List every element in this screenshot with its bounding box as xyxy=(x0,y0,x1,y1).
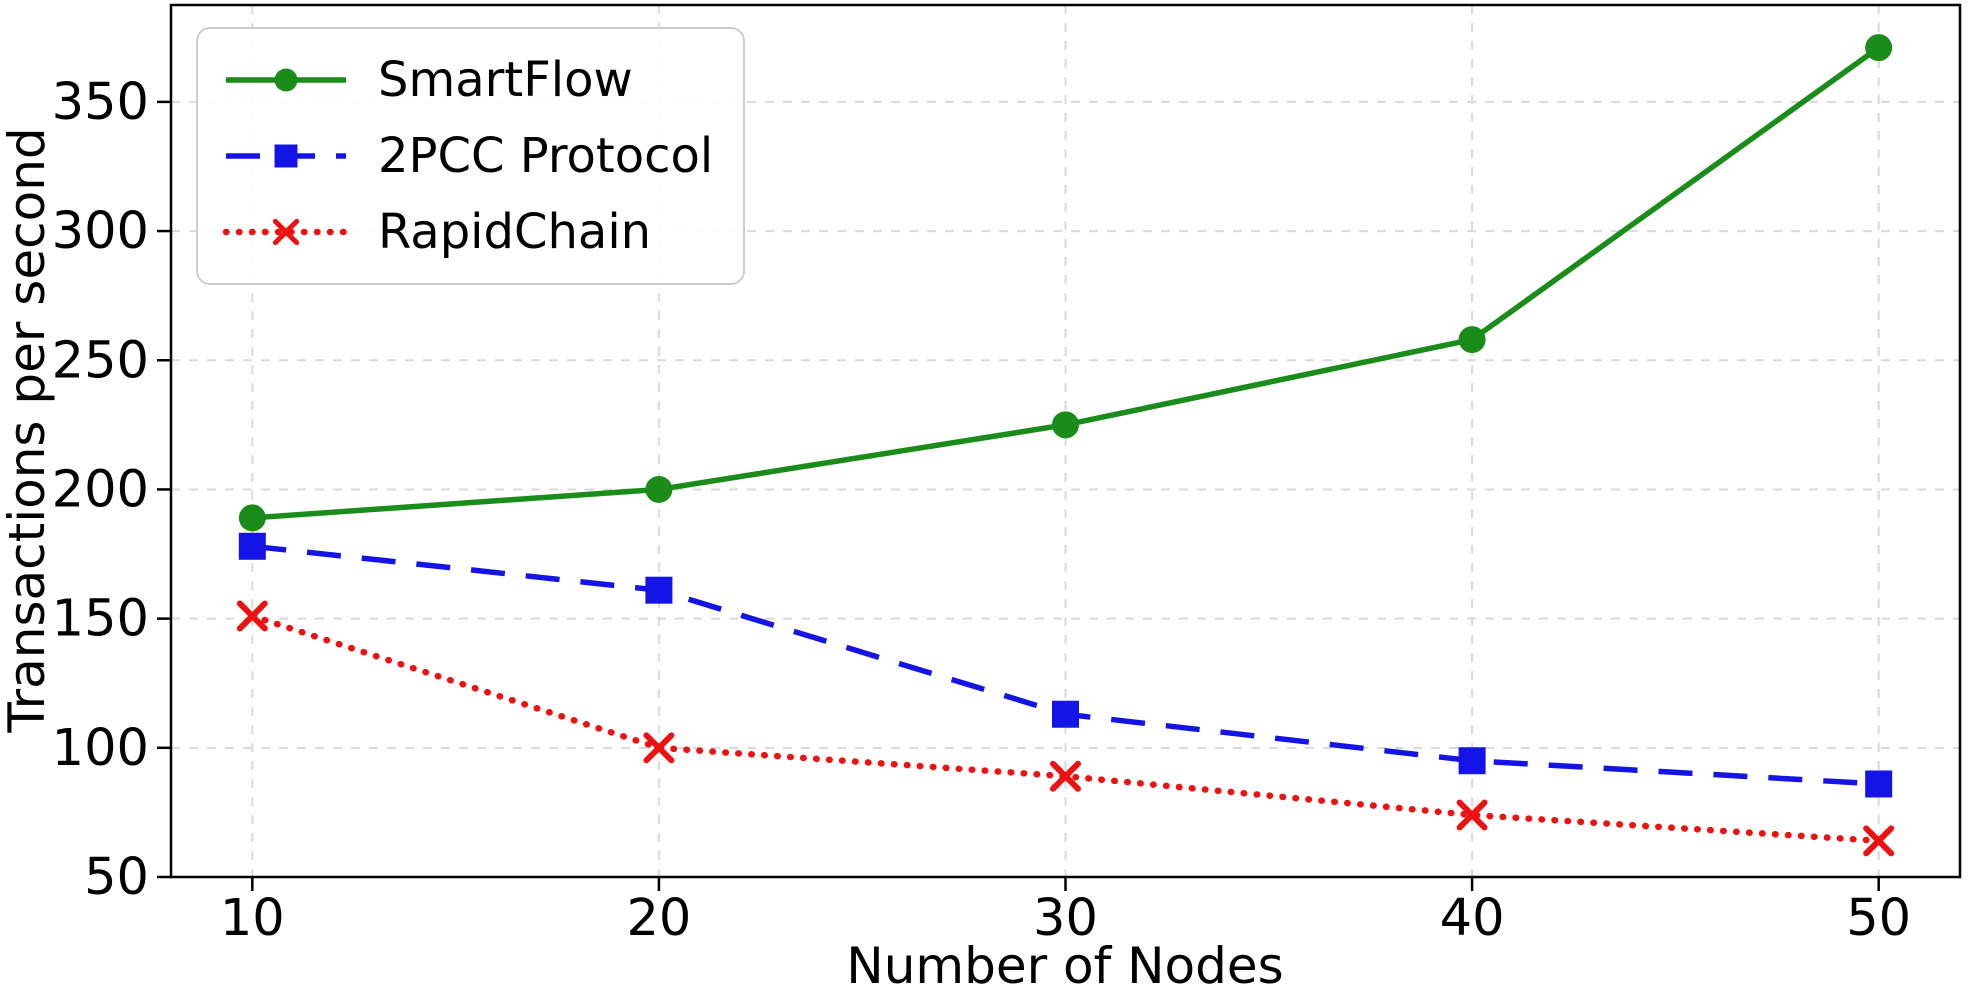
x-tick-label: 30 xyxy=(1033,889,1098,948)
x-tick-label: 50 xyxy=(1846,889,1911,948)
y-tick-label: 250 xyxy=(52,331,149,390)
data-point-square-icon xyxy=(1052,700,1079,728)
data-point-circle-icon xyxy=(238,504,266,532)
data-point-x-icon xyxy=(236,600,268,632)
data-point-square-icon xyxy=(1458,747,1486,775)
x-tick-label: 20 xyxy=(626,889,691,948)
data-point-circle-icon xyxy=(1458,326,1486,354)
legend-item-2pcc-protocol: 2PCC Protocol xyxy=(222,121,713,191)
series-smartflow xyxy=(238,34,1893,532)
x-axis-label: Number of Nodes xyxy=(846,937,1283,995)
data-point-x-icon xyxy=(1050,760,1081,792)
data-point-circle-icon xyxy=(1865,34,1893,62)
y-tick-label: 50 xyxy=(84,848,149,907)
data-point-x-icon xyxy=(1456,799,1488,831)
data-point-square-icon xyxy=(645,576,673,604)
y-tick-label: 350 xyxy=(52,73,149,132)
legend-item-rapidchain: RapidChain xyxy=(222,197,713,267)
series-2pcc-protocol xyxy=(238,532,1893,798)
legend-label: SmartFlow xyxy=(378,52,633,108)
legend-label: RapidChain xyxy=(378,204,652,260)
tick-labels: 10 20 30 40 50 50 100 150 200 250 300 350 xyxy=(52,73,1911,948)
y-tick-label: 150 xyxy=(52,590,149,649)
x-tick-label: 10 xyxy=(220,889,285,948)
y-tick-label: 200 xyxy=(52,460,149,519)
data-point-square-icon xyxy=(274,144,298,168)
y-axis-label: Transactions per second xyxy=(0,127,56,733)
data-point-x-icon xyxy=(272,218,300,246)
legend-label: 2PCC Protocol xyxy=(378,128,714,184)
data-point-circle-icon xyxy=(274,68,298,92)
x-tick-label: 40 xyxy=(1440,889,1505,948)
series-layer xyxy=(236,34,1895,857)
legend: SmartFlow 2PCC Protocol RapidChain xyxy=(196,27,746,285)
y-tick-label: 300 xyxy=(52,202,149,261)
data-point-circle-icon xyxy=(1052,411,1079,439)
data-point-circle-icon xyxy=(645,475,673,503)
legend-2pcc-protocol-line-icon xyxy=(226,144,346,168)
axis-ticks xyxy=(157,100,1880,891)
legend-item-smartflow: SmartFlow xyxy=(222,45,713,115)
data-point-square-icon xyxy=(1865,770,1893,798)
y-tick-label: 100 xyxy=(52,719,149,778)
data-point-square-icon xyxy=(238,532,266,560)
legend-smartflow-line-icon xyxy=(226,68,346,92)
data-point-x-icon xyxy=(643,732,675,764)
data-point-x-icon xyxy=(1863,825,1895,857)
series-rapidchain xyxy=(236,600,1895,857)
legend-rapidchain-line-icon xyxy=(222,218,350,246)
